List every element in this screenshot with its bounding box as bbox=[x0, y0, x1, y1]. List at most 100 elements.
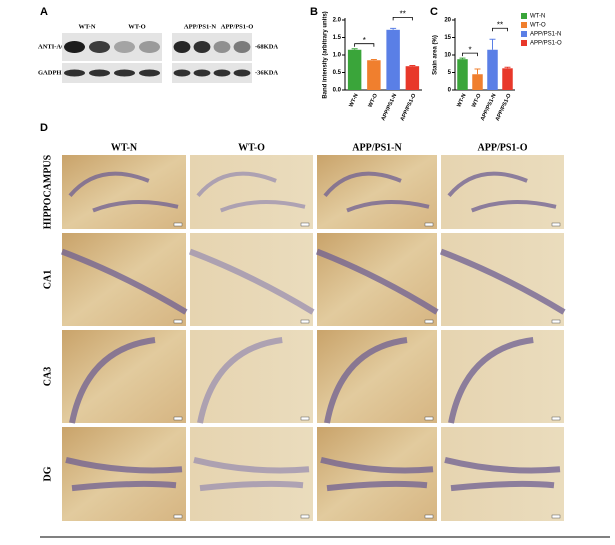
x-tick-label: APP/PS1-N bbox=[381, 93, 399, 122]
stain-layer bbox=[65, 456, 183, 492]
micrograph bbox=[62, 427, 186, 521]
stain-layer bbox=[68, 171, 179, 213]
bar bbox=[457, 59, 468, 90]
row-label: CA1 bbox=[42, 270, 53, 289]
stain-layer bbox=[315, 248, 439, 315]
bar bbox=[502, 68, 513, 90]
stain-layer bbox=[324, 337, 408, 424]
y-tick-label: 2.0 bbox=[333, 18, 342, 24]
legend-swatch bbox=[521, 40, 527, 46]
blot-band bbox=[114, 41, 135, 53]
column-header: WT-O bbox=[238, 142, 265, 153]
column-header: APP/PS1-N bbox=[352, 142, 402, 153]
stain-layer bbox=[193, 456, 310, 492]
y-tick-label: 1.5 bbox=[333, 35, 342, 41]
x-tick-label: WT-N bbox=[456, 93, 467, 108]
scale-bar bbox=[173, 514, 183, 519]
legend-label: WT-O bbox=[530, 23, 546, 29]
error-bar bbox=[489, 38, 496, 50]
blot-band bbox=[233, 69, 251, 77]
bar bbox=[472, 74, 483, 90]
stain-layer bbox=[197, 337, 283, 424]
blot-group-label: APP/PS1-N bbox=[184, 23, 216, 30]
blot-band bbox=[139, 69, 160, 77]
significance-bracket bbox=[392, 17, 413, 21]
stain-layer bbox=[323, 171, 430, 213]
column-header: WT-N bbox=[111, 142, 138, 153]
panel-label: D bbox=[40, 122, 48, 134]
blot-band bbox=[139, 41, 160, 53]
stain-layer bbox=[196, 171, 306, 213]
blot-marker: -68KDA bbox=[255, 43, 278, 50]
stain-layer bbox=[60, 248, 188, 315]
legend-swatch bbox=[521, 22, 527, 28]
micrograph bbox=[190, 427, 313, 521]
y-tick-label: 0.0 bbox=[333, 88, 342, 94]
blot-band bbox=[114, 69, 135, 77]
blot-band bbox=[89, 41, 110, 53]
blot-group-label: APP/PS1-O bbox=[221, 23, 254, 30]
blot-band bbox=[64, 69, 85, 77]
scale-bar bbox=[424, 416, 434, 421]
blot-strip bbox=[62, 63, 162, 83]
blot-row-label: ANTI-ACHE bbox=[38, 43, 75, 50]
y-tick-label: 0.5 bbox=[333, 70, 342, 76]
significance-label: * bbox=[468, 45, 471, 54]
error-bar bbox=[409, 65, 416, 67]
x-tick-label: WT-O bbox=[471, 92, 483, 108]
micrograph bbox=[62, 330, 186, 423]
y-axis-label: Stain area (%) bbox=[433, 35, 439, 75]
x-tick-label: APP/PS1-O bbox=[495, 92, 513, 122]
legend-swatch bbox=[521, 13, 527, 19]
blot-group-label: WT-O bbox=[128, 23, 145, 30]
significance-label: ** bbox=[497, 20, 503, 29]
legend-label: WT-N bbox=[530, 14, 545, 20]
row-label: DG bbox=[42, 466, 53, 481]
bar bbox=[347, 49, 362, 90]
stain-layer bbox=[188, 248, 315, 315]
error-bar bbox=[390, 27, 397, 30]
legend-label: APP/PS1-N bbox=[530, 32, 561, 38]
error-bar bbox=[459, 57, 466, 60]
stain-layer bbox=[439, 248, 566, 315]
scale-bar bbox=[300, 416, 310, 421]
blot-band bbox=[64, 41, 85, 53]
micrograph bbox=[441, 427, 564, 521]
stain-layer bbox=[320, 456, 434, 492]
significance-bracket bbox=[492, 27, 508, 32]
blot-band bbox=[213, 41, 231, 53]
column-header: APP/PS1-O bbox=[478, 142, 528, 153]
significance-bracket bbox=[462, 52, 478, 57]
blot-band bbox=[233, 41, 251, 53]
bar bbox=[405, 66, 420, 90]
blot-group-label: WT-N bbox=[78, 23, 95, 30]
micrograph bbox=[317, 427, 437, 521]
y-tick-label: 15 bbox=[444, 35, 451, 41]
panel-label: B bbox=[310, 6, 318, 18]
blot-band bbox=[193, 69, 211, 77]
error-bar bbox=[351, 48, 358, 50]
legend-label: APP/PS1-O bbox=[530, 41, 562, 47]
scale-bar bbox=[551, 319, 561, 324]
blot-band bbox=[193, 41, 211, 53]
y-axis-label: Band intensity (arbitrary units) bbox=[323, 11, 329, 98]
y-tick-label: 20 bbox=[444, 18, 451, 24]
blot-band bbox=[173, 41, 191, 53]
scale-bar bbox=[173, 222, 183, 227]
scale-bar bbox=[173, 416, 183, 421]
micrograph bbox=[441, 155, 564, 229]
blot-strip bbox=[172, 63, 252, 83]
scale-bar bbox=[551, 416, 561, 421]
significance-bracket bbox=[354, 43, 375, 47]
bar bbox=[487, 49, 498, 90]
micrograph bbox=[317, 155, 437, 229]
scale-bar bbox=[551, 222, 561, 227]
bar bbox=[367, 60, 381, 90]
panel-label: A bbox=[40, 6, 48, 18]
scale-bar bbox=[424, 514, 434, 519]
scale-bar bbox=[551, 514, 561, 519]
scale-bar bbox=[300, 222, 310, 227]
error-bar bbox=[504, 66, 511, 69]
stain-layer bbox=[448, 337, 534, 424]
